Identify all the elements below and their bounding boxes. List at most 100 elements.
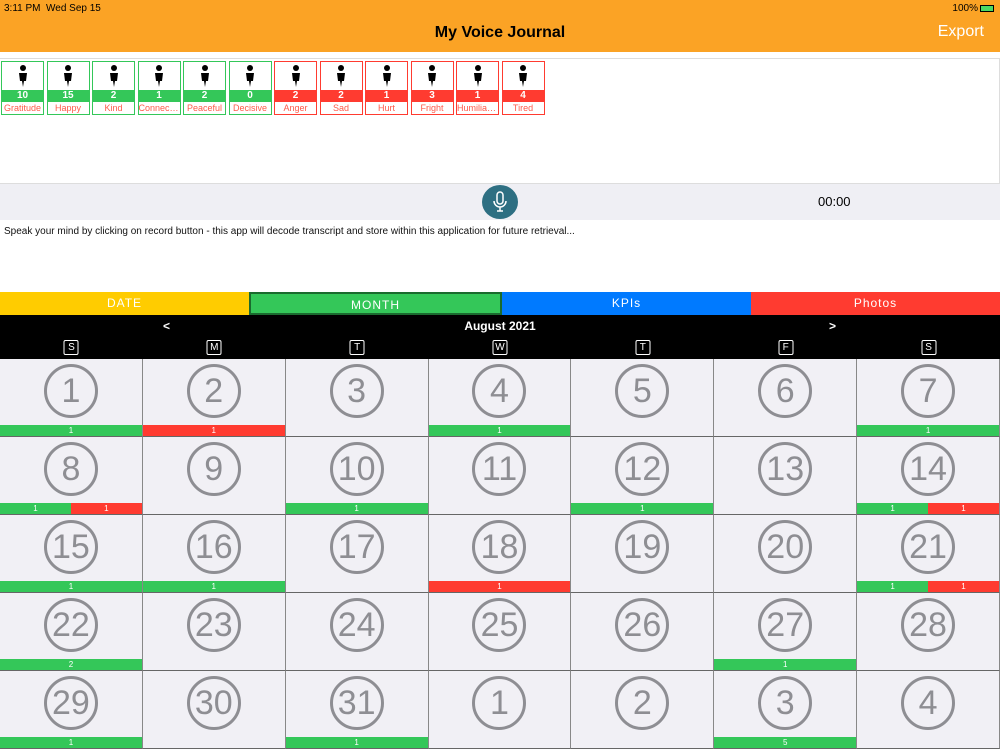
- tab-date[interactable]: DATE: [0, 292, 249, 315]
- view-tabs: DATE MONTH KPIs Photos: [0, 292, 1000, 315]
- emotion-humiliat[interactable]: 1 Humiliat…: [456, 61, 499, 115]
- day-cell[interactable]: 13: [714, 437, 858, 515]
- emotion-label: Connect…: [138, 103, 180, 113]
- day-cell[interactable]: 17: [285, 515, 429, 593]
- day-number: 23: [186, 598, 241, 652]
- tab-kpis[interactable]: KPIs: [502, 292, 751, 315]
- day-cell[interactable]: 28: [857, 593, 1000, 671]
- day-number: 5: [615, 364, 670, 418]
- emotion-tired[interactable]: 4 Tired: [501, 61, 545, 115]
- day-cell[interactable]: 23: [142, 593, 286, 671]
- positive-entry-bar: 1: [0, 581, 142, 592]
- emotion-happy[interactable]: 15 Happy: [46, 61, 90, 115]
- day-cell[interactable]: 26: [571, 593, 715, 671]
- day-entry-bars: 1: [285, 737, 428, 748]
- day-cell[interactable]: 16 1: [142, 515, 286, 593]
- tab-month[interactable]: MONTH: [249, 292, 502, 315]
- emotion-decisive[interactable]: 0 Decisive: [228, 61, 272, 115]
- day-number: 10: [329, 442, 384, 496]
- day-number: 30: [186, 676, 241, 730]
- calendar-header: < August 2021 > S M T W T F S: [0, 315, 1000, 359]
- emotion-sad[interactable]: 2 Sad: [319, 61, 363, 115]
- day-number: 12: [615, 442, 670, 496]
- negative-entry-bar: 1: [142, 425, 285, 436]
- day-entry-bars: 1: [0, 737, 142, 748]
- day-number: 20: [758, 520, 813, 574]
- day-number: 7: [901, 364, 956, 418]
- export-button[interactable]: Export: [937, 23, 984, 40]
- emotion-count: 15: [47, 90, 89, 102]
- day-cell[interactable]: 21 1 1: [857, 515, 1000, 593]
- transcript-area[interactable]: Speak your mind by clicking on record bu…: [4, 226, 575, 237]
- emotion-label: Humiliat…: [457, 103, 498, 113]
- emotion-gratitude[interactable]: 10 Gratitude: [1, 61, 44, 115]
- day-cell[interactable]: 6: [714, 359, 858, 437]
- day-cell[interactable]: 30: [142, 671, 286, 749]
- day-cell[interactable]: 4: [857, 671, 1000, 749]
- emotion-connect[interactable]: 1 Connect…: [137, 61, 181, 115]
- day-entry-bars: 5: [714, 737, 857, 748]
- day-cell[interactable]: 1: [428, 671, 572, 749]
- emotion-peaceful[interactable]: 2 Peaceful: [183, 61, 226, 115]
- negative-entry-bar: 1: [928, 503, 999, 514]
- day-number: 29: [43, 676, 98, 730]
- emotion-hurt[interactable]: 1 Hurt: [365, 61, 408, 115]
- day-cell[interactable]: 15 1: [0, 515, 143, 593]
- prev-month-button[interactable]: <: [163, 319, 171, 333]
- emotion-count: 3: [411, 90, 453, 102]
- day-number: 31: [329, 676, 384, 730]
- battery-icon: [980, 5, 994, 12]
- day-number: 19: [615, 520, 670, 574]
- day-cell[interactable]: 31 1: [285, 671, 429, 749]
- day-cell[interactable]: 9: [142, 437, 286, 515]
- day-cell[interactable]: 22 2: [0, 593, 143, 671]
- weekday-label: T: [635, 340, 651, 355]
- tab-photos[interactable]: Photos: [751, 292, 1000, 315]
- emotion-label: Fright: [420, 103, 444, 113]
- emotion-count: 1: [366, 90, 407, 102]
- next-month-button[interactable]: >: [829, 319, 837, 333]
- emotion-label: Gratitude: [3, 103, 42, 113]
- day-cell[interactable]: 12 1: [571, 437, 715, 515]
- day-number: 3: [758, 676, 813, 730]
- day-cell[interactable]: 24: [285, 593, 429, 671]
- day-number: 11: [472, 442, 527, 496]
- emotion-anger[interactable]: 2 Anger: [274, 61, 317, 115]
- day-number: 4: [901, 676, 956, 730]
- emotion-label: Happy: [54, 103, 81, 113]
- day-cell[interactable]: 3: [285, 359, 429, 437]
- emotion-kind[interactable]: 2 Kind: [92, 61, 135, 115]
- day-cell[interactable]: 11: [428, 437, 572, 515]
- recorder-bar: 00:00: [0, 184, 1000, 220]
- battery-level: 100%: [952, 3, 978, 14]
- day-cell[interactable]: 27 1: [714, 593, 858, 671]
- emotion-fright[interactable]: 3 Fright: [410, 61, 454, 115]
- day-cell[interactable]: 25: [428, 593, 572, 671]
- day-cell[interactable]: 14 1 1: [857, 437, 1000, 515]
- emotion-count: 2: [93, 90, 134, 102]
- day-entry-bars: 1: [714, 659, 857, 670]
- day-cell[interactable]: 19: [571, 515, 715, 593]
- positive-entry-bar: 1: [142, 581, 285, 592]
- day-cell[interactable]: 2: [571, 671, 715, 749]
- day-cell[interactable]: 18 1: [428, 515, 572, 593]
- calendar-grid: 1 1 2 1 3 4 1 5 6 7 1 8 1 1 9 10 1 11 12 1 13 14 1 1 15 1 16 1 17 18 1…: [0, 359, 1000, 750]
- day-cell[interactable]: 20: [714, 515, 858, 593]
- day-cell[interactable]: 10 1: [285, 437, 429, 515]
- emotion-label: Kind: [104, 103, 123, 113]
- day-cell[interactable]: 5: [571, 359, 715, 437]
- day-number: 9: [186, 442, 241, 496]
- emotion-label: Peaceful: [186, 103, 223, 113]
- weekday-label: T: [349, 340, 365, 355]
- kind-icon: [93, 62, 134, 90]
- decisive-icon: [230, 62, 271, 90]
- record-button[interactable]: [482, 185, 518, 219]
- day-cell[interactable]: 29 1: [0, 671, 143, 749]
